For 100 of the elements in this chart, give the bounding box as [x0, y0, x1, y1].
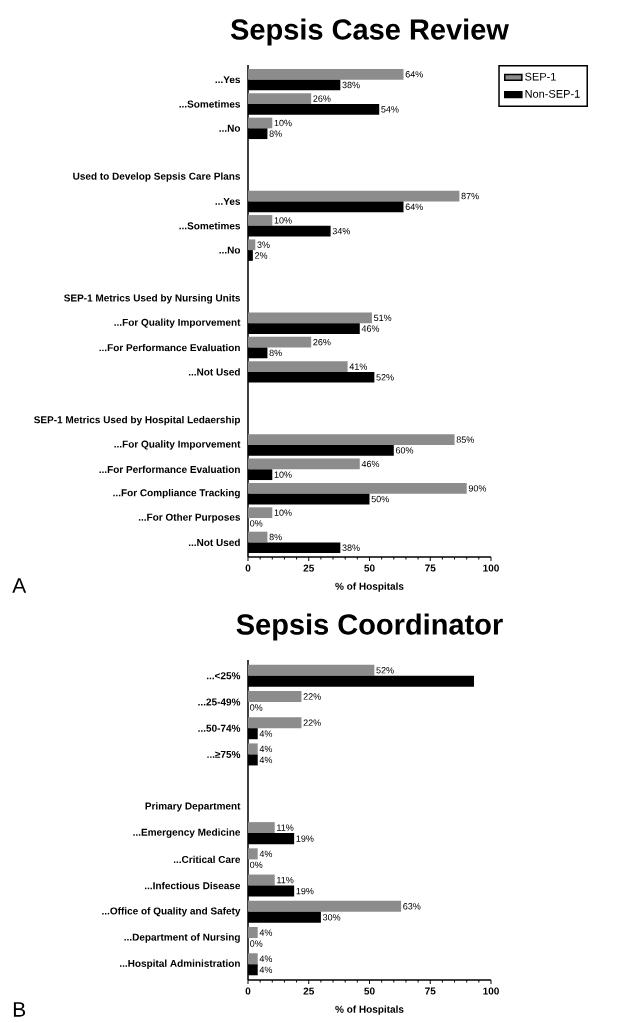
legend-label: Non-SEP-1 — [525, 89, 580, 98]
bar — [247, 312, 372, 324]
y-tick-label: ...Hospital Administration — [120, 959, 240, 969]
text: B — [13, 1002, 26, 1017]
bar — [247, 239, 256, 251]
y-tick-label: ...Department of Nursing — [124, 933, 240, 943]
data-label: 22% — [303, 719, 321, 726]
bar — [247, 664, 375, 676]
text: A — [12, 578, 27, 593]
bar — [247, 822, 275, 834]
bar — [247, 900, 402, 912]
data-label: 30% — [322, 914, 341, 921]
data-label: 0% — [250, 520, 263, 527]
y-tick-label: SEP-1 Metrics Used by Nursing Units — [64, 294, 241, 304]
data-label: 38% — [342, 544, 360, 551]
y-tick-label: ...50-74% — [198, 724, 241, 732]
data-label: 0% — [250, 704, 263, 711]
x-tick-label: 0 — [245, 564, 251, 572]
y-tick-label: ...For Quality Imporvement — [114, 440, 241, 450]
y-tick-label: ...Sometimes — [179, 100, 241, 108]
legend-label: SEP-1 — [525, 72, 556, 81]
data-label: 90% — [468, 485, 487, 492]
bar — [247, 743, 258, 755]
y-tick-label: ...Not Used — [188, 538, 240, 547]
data-label: 4% — [259, 745, 273, 753]
bar — [247, 953, 258, 965]
y-tick-label: ...Emergency Medicine — [133, 828, 241, 838]
bar — [247, 361, 348, 372]
y-tick-label: ...For Performance Evaluation — [99, 465, 240, 473]
data-label: 50% — [371, 495, 389, 503]
bar — [247, 690, 302, 702]
bar — [247, 482, 467, 494]
x-axis-title: % of Hospitals — [335, 582, 404, 592]
y-tick-label: Primary Department — [145, 802, 241, 812]
data-label: 64% — [405, 71, 423, 78]
data-label: 11% — [277, 876, 294, 884]
bar — [247, 215, 273, 226]
data-label: 4% — [259, 756, 273, 764]
data-label: 3% — [257, 241, 270, 248]
data-label: 2% — [255, 252, 268, 259]
data-label: 46% — [361, 460, 380, 468]
data-label: 87% — [461, 192, 479, 200]
y-tick-label: ...Sometimes — [179, 222, 241, 230]
data-label: 19% — [296, 835, 314, 842]
y-tick-label: ...Yes — [215, 197, 241, 205]
y-tick-label: ...25-49% — [198, 698, 241, 706]
data-label: 10% — [274, 119, 292, 127]
x-tick-label: 0 — [245, 987, 251, 995]
bar — [247, 434, 455, 445]
data-label: 22% — [303, 693, 321, 700]
x-tick-label: 25 — [303, 987, 315, 995]
bar — [247, 927, 258, 939]
data-label: 52% — [376, 667, 394, 674]
bar — [247, 336, 312, 348]
data-label: 8% — [269, 349, 282, 357]
data-label: 4% — [259, 929, 273, 936]
x-tick-label: 50 — [364, 987, 375, 995]
data-label: 38% — [342, 81, 360, 89]
data-label: 0% — [250, 861, 263, 869]
y-tick-label: ...For Compliance Tracking — [113, 489, 240, 499]
y-tick-label: Used to Develop Sepsis Care Plans — [73, 172, 241, 182]
bar — [247, 458, 360, 470]
data-label: 0% — [250, 940, 263, 947]
data-label: 63% — [403, 903, 421, 910]
y-tick-label: ...No — [219, 246, 241, 254]
y-tick-label: ...No — [219, 124, 241, 132]
data-label: 85% — [456, 436, 474, 443]
data-label: 4% — [259, 850, 273, 857]
bar — [247, 68, 404, 80]
data-label: 4% — [259, 955, 273, 962]
bar — [247, 117, 273, 129]
data-label: 41% — [349, 363, 368, 370]
data-label: 52% — [376, 374, 394, 381]
data-label: 34% — [332, 227, 351, 235]
bar — [247, 507, 273, 519]
y-tick-label: ...For Other Purposes — [138, 513, 241, 523]
bar — [247, 93, 312, 104]
y-tick-label: ...<25% — [206, 672, 241, 680]
y-tick-label: ...Critical Care — [173, 855, 241, 864]
y-tick-label: ...≥75% — [207, 750, 241, 758]
bar — [247, 717, 302, 729]
y-tick-label: ...Yes — [215, 76, 241, 84]
data-label: 26% — [313, 95, 331, 102]
x-tick-label: 50 — [364, 564, 375, 572]
y-tick-label: ...Infectious Disease — [144, 881, 241, 890]
data-label: 26% — [313, 339, 331, 346]
bar — [247, 190, 460, 202]
data-label: 8% — [269, 130, 282, 137]
y-tick-label: SEP-1 Metrics Used by Hospital Ledaership — [34, 415, 241, 426]
chart-title: Sepsis Case Review — [230, 18, 509, 46]
x-tick-label: 75 — [425, 564, 436, 572]
x-tick-label: 100 — [483, 564, 499, 572]
x-tick-label: 25 — [303, 564, 315, 572]
data-label: 11% — [277, 824, 294, 831]
y-tick-label: ...Office of Quality and Safety — [102, 907, 241, 917]
data-label: 54% — [381, 106, 399, 113]
data-label: 19% — [296, 887, 314, 895]
data-label: 60% — [395, 447, 414, 454]
x-axis-title: % of Hospitals — [335, 1005, 404, 1015]
data-label: 10% — [274, 217, 292, 224]
